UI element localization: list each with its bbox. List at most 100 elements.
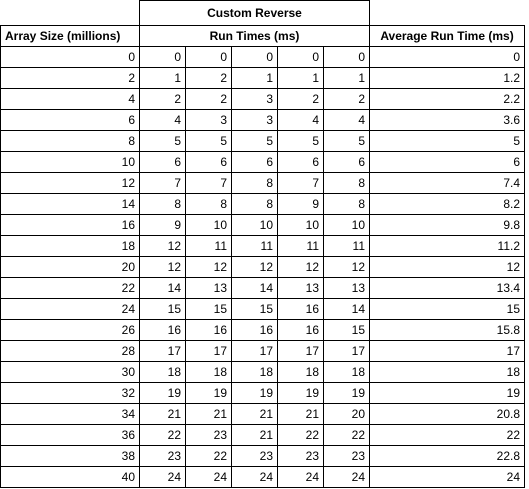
array-size-cell: 38 bbox=[0, 445, 140, 467]
run-time-cell: 24 bbox=[323, 466, 370, 488]
run-time-cell: 18 bbox=[323, 361, 370, 383]
run-time-cell: 12 bbox=[231, 256, 278, 278]
run-time-cell: 22 bbox=[185, 445, 232, 467]
average-cell: 6 bbox=[369, 151, 525, 173]
average-cell: 15 bbox=[369, 298, 525, 320]
run-time-cell: 1 bbox=[323, 67, 370, 89]
run-time-cell: 24 bbox=[277, 466, 324, 488]
run-time-cell: 21 bbox=[185, 403, 232, 425]
empty-cell bbox=[369, 0, 525, 26]
array-size-cell: 32 bbox=[0, 382, 140, 404]
run-time-cell: 19 bbox=[277, 382, 324, 404]
array-size-cell: 30 bbox=[0, 361, 140, 383]
run-time-cell: 19 bbox=[323, 382, 370, 404]
table-row: 18 12 11 11 11 11 11.2 bbox=[0, 235, 525, 257]
run-time-cell: 2 bbox=[185, 67, 232, 89]
run-time-cell: 10 bbox=[185, 214, 232, 236]
average-cell: 11.2 bbox=[369, 235, 525, 257]
run-time-cell: 19 bbox=[231, 382, 278, 404]
table-row: 16 9 10 10 10 10 9.8 bbox=[0, 214, 525, 236]
array-size-cell: 8 bbox=[0, 130, 140, 152]
run-time-cell: 8 bbox=[185, 193, 232, 215]
run-time-cell: 18 bbox=[185, 361, 232, 383]
run-time-cell: 2 bbox=[185, 88, 232, 110]
run-time-cell: 17 bbox=[277, 340, 324, 362]
average-cell: 18 bbox=[369, 361, 525, 383]
run-time-cell: 12 bbox=[185, 256, 232, 278]
run-time-cell: 5 bbox=[231, 130, 278, 152]
array-size-cell: 10 bbox=[0, 151, 140, 173]
run-time-cell: 0 bbox=[185, 46, 232, 68]
run-time-cell: 5 bbox=[323, 130, 370, 152]
run-time-cell: 8 bbox=[323, 193, 370, 215]
run-time-cell: 6 bbox=[185, 151, 232, 173]
run-time-cell: 18 bbox=[231, 361, 278, 383]
table-row: 40 24 24 24 24 24 24 bbox=[0, 466, 525, 488]
run-time-cell: 17 bbox=[231, 340, 278, 362]
run-time-cell: 14 bbox=[323, 298, 370, 320]
array-size-cell: 26 bbox=[0, 319, 140, 341]
run-time-cell: 4 bbox=[277, 109, 324, 131]
run-time-cell: 21 bbox=[277, 403, 324, 425]
run-time-cell: 11 bbox=[323, 235, 370, 257]
average-cell: 24 bbox=[369, 466, 525, 488]
table-row: 2 1 2 1 1 1 1.2 bbox=[0, 67, 525, 89]
run-time-cell: 2 bbox=[277, 88, 324, 110]
average-cell: 22 bbox=[369, 424, 525, 446]
run-time-cell: 11 bbox=[277, 235, 324, 257]
run-time-cell: 10 bbox=[277, 214, 324, 236]
average-cell: 5 bbox=[369, 130, 525, 152]
run-time-cell: 3 bbox=[185, 109, 232, 131]
run-time-cell: 21 bbox=[139, 403, 186, 425]
array-size-cell: 4 bbox=[0, 88, 140, 110]
run-time-cell: 22 bbox=[323, 424, 370, 446]
table-row: 20 12 12 12 12 12 12 bbox=[0, 256, 525, 278]
run-time-cell: 16 bbox=[139, 319, 186, 341]
average-cell: 22.8 bbox=[369, 445, 525, 467]
run-time-cell: 16 bbox=[231, 319, 278, 341]
run-time-cell: 14 bbox=[231, 277, 278, 299]
average-cell: 9.8 bbox=[369, 214, 525, 236]
run-time-cell: 12 bbox=[139, 235, 186, 257]
run-time-cell: 17 bbox=[139, 340, 186, 362]
table-row: 26 16 16 16 16 15 15.8 bbox=[0, 319, 525, 341]
run-time-cell: 23 bbox=[231, 445, 278, 467]
run-time-cell: 24 bbox=[139, 466, 186, 488]
run-time-cell: 15 bbox=[139, 298, 186, 320]
average-cell: 20.8 bbox=[369, 403, 525, 425]
run-time-cell: 21 bbox=[231, 403, 278, 425]
average-cell: 13.4 bbox=[369, 277, 525, 299]
array-size-cell: 34 bbox=[0, 403, 140, 425]
run-time-cell: 4 bbox=[139, 109, 186, 131]
average-cell: 17 bbox=[369, 340, 525, 362]
table-row: 10 6 6 6 6 6 6 bbox=[0, 151, 525, 173]
average-cell: 2.2 bbox=[369, 88, 525, 110]
run-time-cell: 7 bbox=[277, 172, 324, 194]
run-time-cell: 20 bbox=[323, 403, 370, 425]
array-size-cell: 24 bbox=[0, 298, 140, 320]
table-row: 14 8 8 8 9 8 8.2 bbox=[0, 193, 525, 215]
run-times-header: Run Times (ms) bbox=[139, 25, 370, 47]
run-time-cell: 19 bbox=[139, 382, 186, 404]
run-time-cell: 0 bbox=[231, 46, 278, 68]
array-size-cell: 12 bbox=[0, 172, 140, 194]
array-size-cell: 28 bbox=[0, 340, 140, 362]
run-time-cell: 16 bbox=[277, 298, 324, 320]
run-time-cell: 1 bbox=[277, 67, 324, 89]
run-time-cell: 6 bbox=[277, 151, 324, 173]
array-size-cell: 2 bbox=[0, 67, 140, 89]
table-row: 38 23 22 23 23 23 22.8 bbox=[0, 445, 525, 467]
run-time-cell: 6 bbox=[323, 151, 370, 173]
run-time-cell: 13 bbox=[277, 277, 324, 299]
table-row: 34 21 21 21 21 20 20.8 bbox=[0, 403, 525, 425]
run-time-cell: 17 bbox=[323, 340, 370, 362]
run-time-cell: 0 bbox=[139, 46, 186, 68]
run-time-cell: 22 bbox=[277, 424, 324, 446]
run-time-cell: 7 bbox=[185, 172, 232, 194]
run-time-cell: 10 bbox=[323, 214, 370, 236]
run-time-cell: 19 bbox=[185, 382, 232, 404]
title-row: Custom Reverse bbox=[0, 0, 525, 26]
run-time-cell: 22 bbox=[139, 424, 186, 446]
run-time-cell: 15 bbox=[185, 298, 232, 320]
